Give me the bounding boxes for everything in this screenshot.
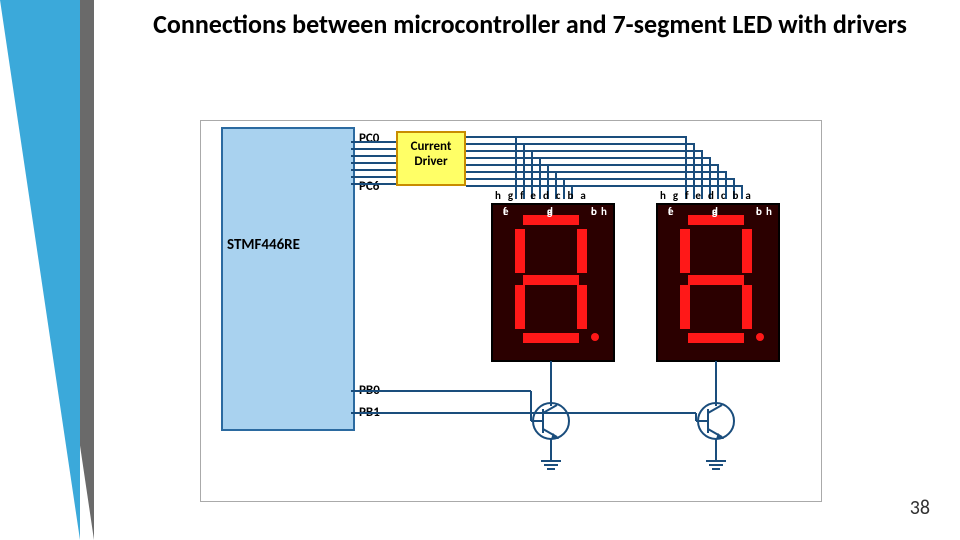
seg-f bbox=[515, 229, 525, 273]
seg-c bbox=[577, 285, 587, 329]
disp1-pin-labels: hgfedcba bbox=[495, 189, 593, 202]
lbl-h: h bbox=[601, 205, 607, 218]
accent-stripe bbox=[0, 0, 80, 540]
seg-b bbox=[577, 229, 587, 273]
page-title: Connections between microcontroller and … bbox=[130, 8, 930, 40]
mcu-block bbox=[221, 127, 355, 431]
seven-seg-display-2: a b c d e f g h bbox=[656, 203, 780, 362]
lbl-c: c bbox=[591, 205, 596, 218]
transistor-wiring bbox=[351, 361, 811, 501]
seg-c bbox=[742, 285, 752, 329]
driver-label-1: Current bbox=[411, 139, 452, 154]
seg-g bbox=[523, 275, 579, 285]
lbl-f: f bbox=[503, 205, 506, 218]
page-number: 38 bbox=[910, 496, 930, 520]
seg-f bbox=[680, 229, 690, 273]
lbl-h: h bbox=[766, 205, 772, 218]
seg-g bbox=[688, 275, 744, 285]
seg-d bbox=[523, 333, 579, 343]
seven-seg-display-1: a b c d e f g h bbox=[491, 203, 615, 362]
seg-b bbox=[742, 229, 752, 273]
seg-h bbox=[591, 333, 599, 341]
mcu-label: STMF446RE bbox=[227, 236, 300, 254]
disp2-pin-labels: hgfedcba bbox=[660, 189, 758, 202]
bus-mcu-driver bbox=[351, 139, 396, 189]
lbl-c: c bbox=[756, 205, 761, 218]
current-driver: Current Driver bbox=[396, 131, 466, 186]
lbl-g: g bbox=[712, 205, 717, 218]
driver-label-2: Driver bbox=[414, 154, 447, 169]
lbl-g: g bbox=[547, 205, 552, 218]
seg-h bbox=[756, 333, 764, 341]
seg-e bbox=[515, 285, 525, 329]
circuit-diagram: STMF446RE PC0 PC6 PB0 PB1 Current Driver… bbox=[200, 120, 822, 502]
seg-e bbox=[680, 285, 690, 329]
lbl-f: f bbox=[668, 205, 671, 218]
seg-d bbox=[688, 333, 744, 343]
